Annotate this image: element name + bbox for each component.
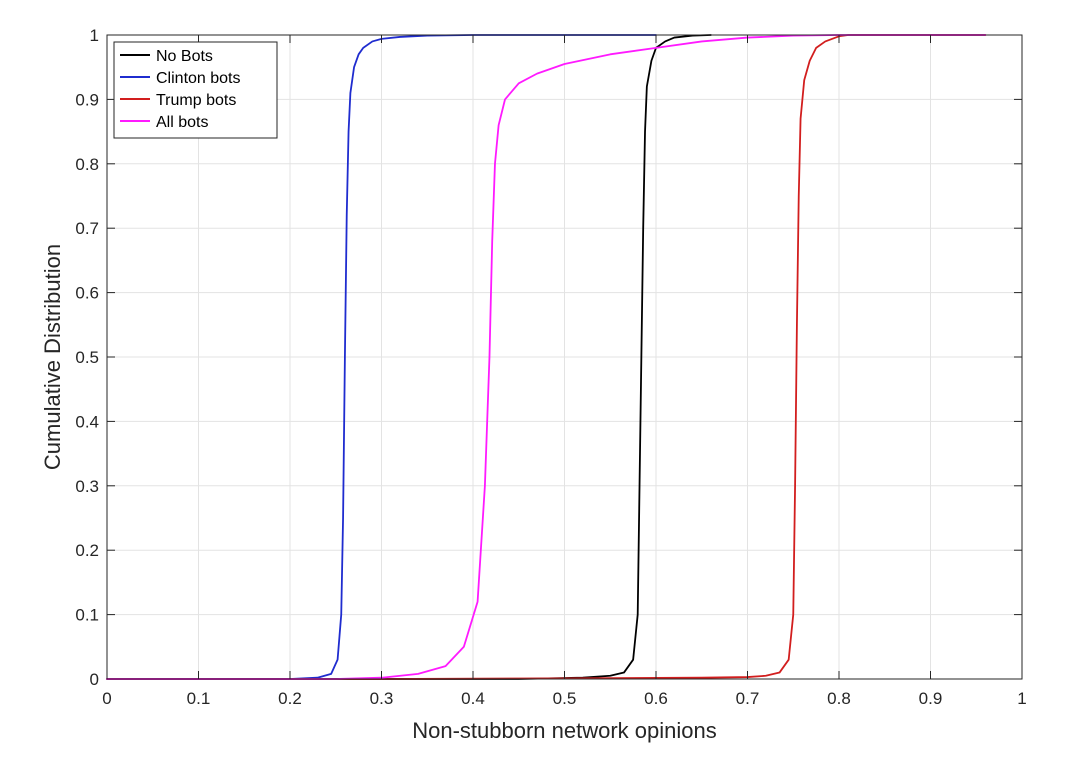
y-tick-label: 0.3: [75, 477, 99, 496]
legend-entry-trump-bots: Trump bots: [156, 92, 236, 109]
x-tick-label: 0.9: [919, 689, 943, 708]
axis-ticks: [106, 34, 1023, 680]
x-tick-label: 1: [1017, 689, 1026, 708]
x-tick-label: 0.1: [187, 689, 211, 708]
y-tick-label: 0: [90, 670, 99, 689]
y-tick-label: 0.1: [75, 606, 99, 625]
y-axis-label: Cumulative Distribution: [40, 244, 65, 470]
grid-lines: [107, 35, 1022, 679]
y-tick-label: 0.6: [75, 284, 99, 303]
x-tick-label: 0: [102, 689, 111, 708]
legend-entry-no-bots: No Bots: [156, 48, 213, 65]
y-tick-label: 0.8: [75, 155, 99, 174]
x-axis-label: Non-stubborn network opinions: [412, 718, 717, 743]
legend-entry-all-bots: All bots: [156, 114, 208, 131]
series-line-trump-bots: [106, 34, 987, 680]
x-tick-label: 0.2: [278, 689, 302, 708]
series-line-clinton-bots: [106, 34, 657, 680]
x-tick-label: 0.5: [553, 689, 577, 708]
x-tick-label: 0.6: [644, 689, 668, 708]
y-tick-label: 0.7: [75, 219, 99, 238]
series-layer: [106, 34, 987, 680]
series-line-all-bots: [106, 34, 987, 680]
legend: No Bots Clinton bots Trump bots All bots: [113, 41, 278, 139]
x-tick-label: 0.8: [827, 689, 851, 708]
x-tick-labels: 0 0.1 0.2 0.3 0.4 0.5 0.6 0.7 0.8 0.9 1: [102, 689, 1026, 708]
series-line-no-bots: [106, 34, 712, 680]
y-tick-label: 0.5: [75, 348, 99, 367]
y-tick-labels: 0 0.1 0.2 0.3 0.4 0.5 0.6 0.7 0.8 0.9 1: [75, 26, 99, 689]
y-tick-label: 1: [90, 26, 99, 45]
legend-entry-clinton-bots: Clinton bots: [156, 70, 241, 87]
y-tick-label: 0.2: [75, 541, 99, 560]
x-tick-label: 0.7: [736, 689, 760, 708]
y-tick-label: 0.9: [75, 90, 99, 109]
y-tick-label: 0.4: [75, 412, 99, 431]
x-tick-label: 0.4: [461, 689, 485, 708]
x-tick-label: 0.3: [370, 689, 394, 708]
